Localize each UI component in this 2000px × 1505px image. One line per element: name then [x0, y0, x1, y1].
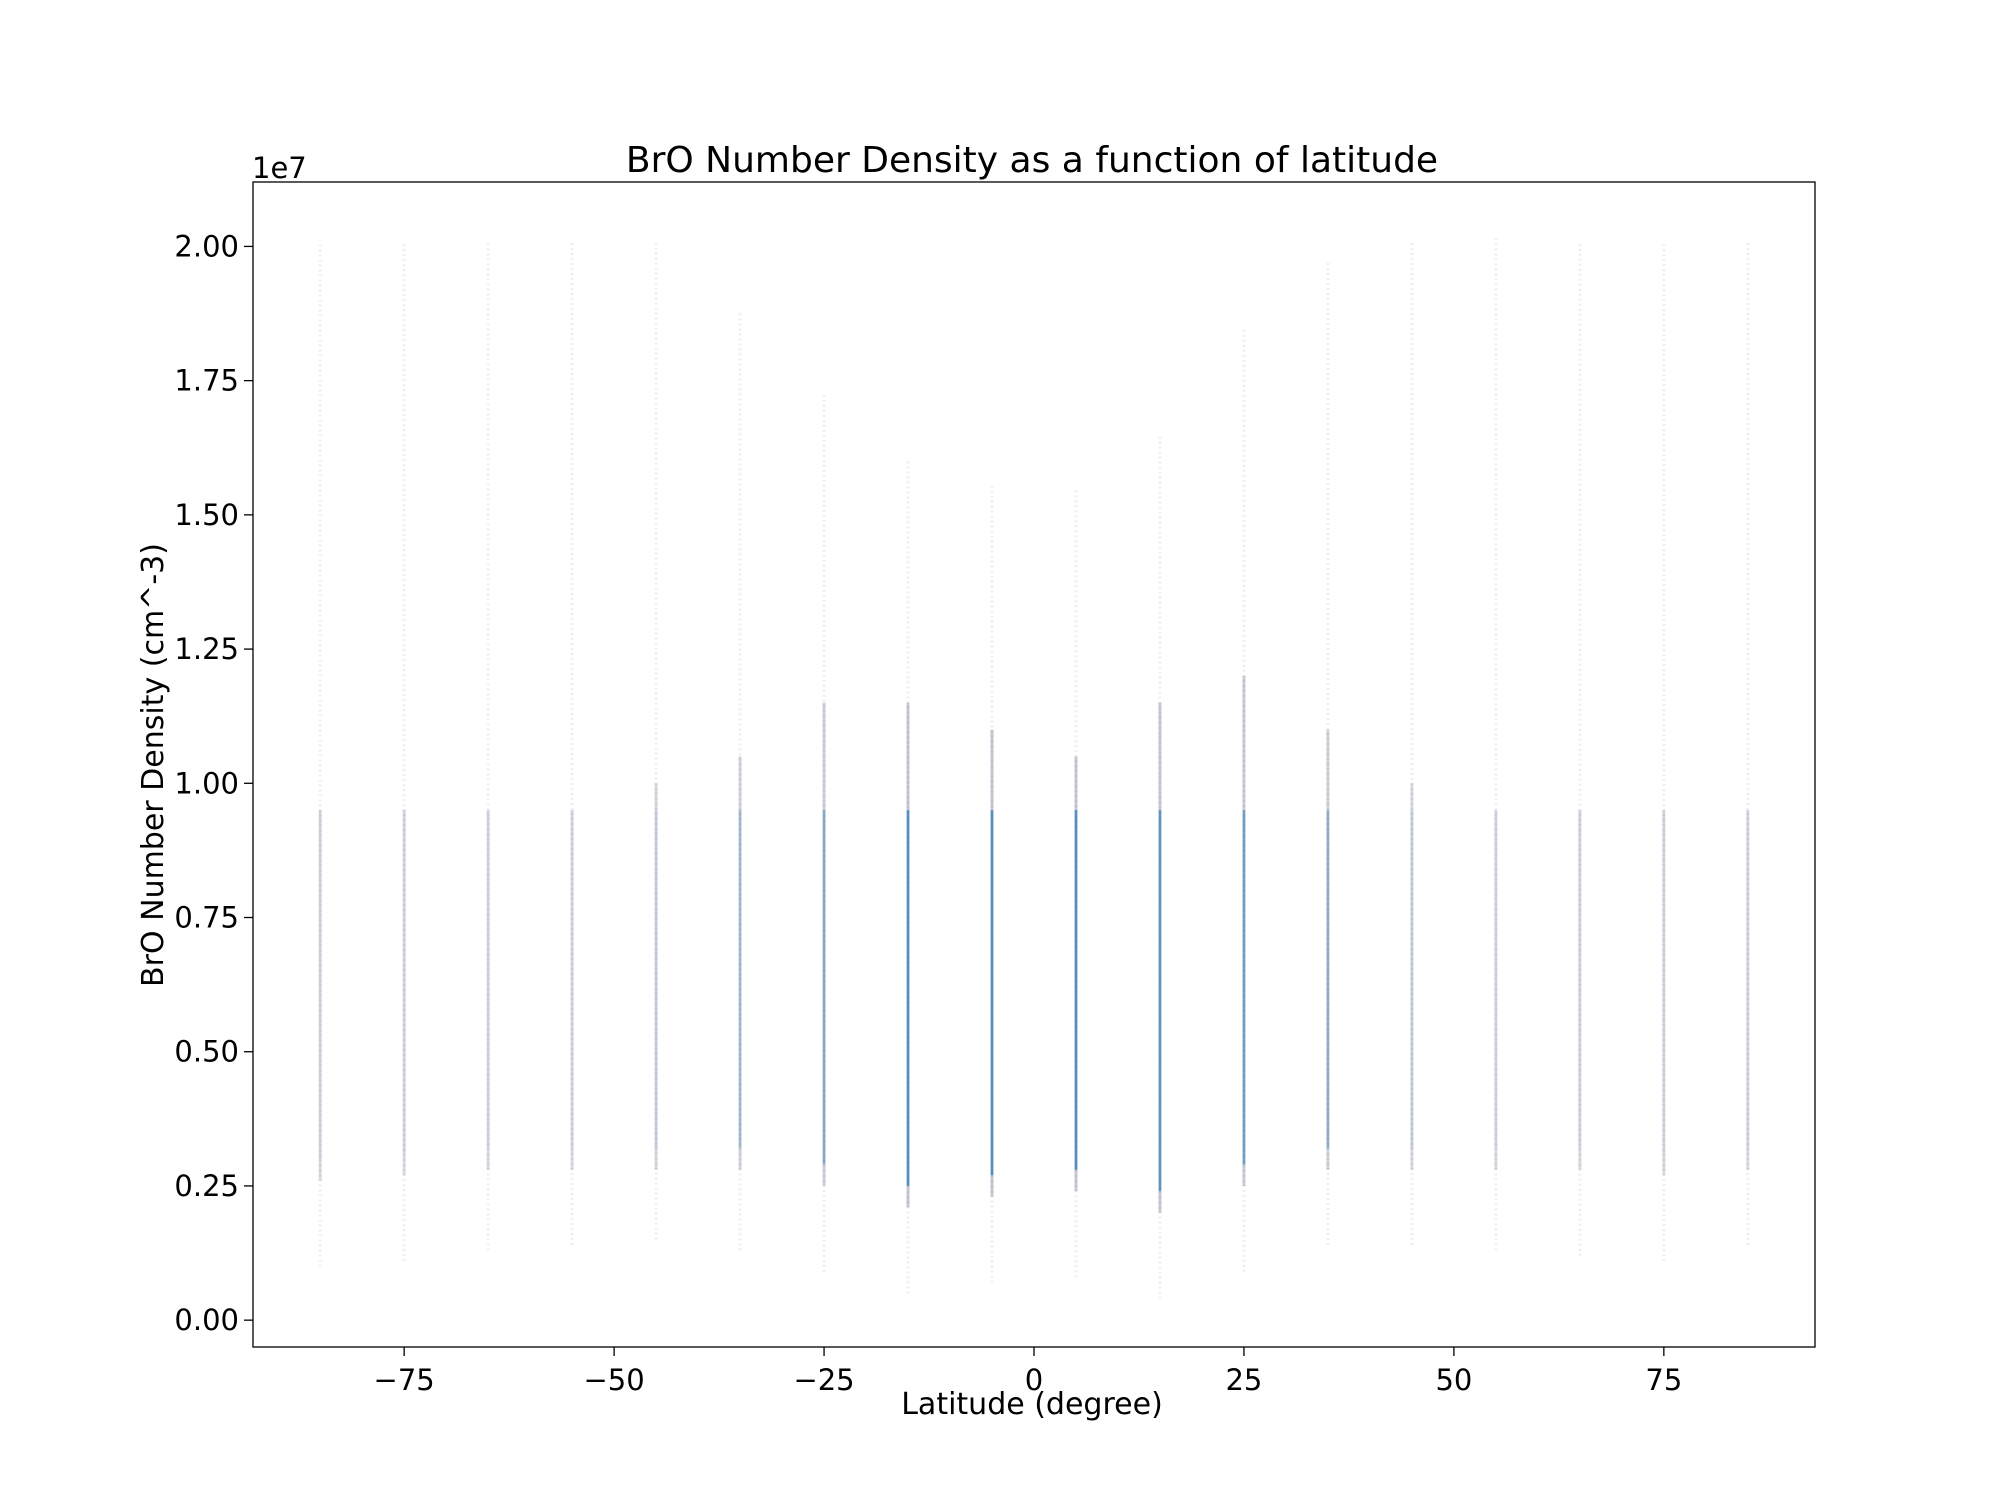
- y-tick-label: 0.50: [174, 1035, 239, 1069]
- y-tick-label: 1.25: [174, 632, 239, 666]
- y-axis-offset-text: 1e7: [252, 151, 307, 185]
- x-axis-ticks: −75 −50 −25 0 25 50 75: [374, 1347, 1682, 1397]
- x-tick-label: −75: [374, 1363, 435, 1397]
- y-tick-label: 0.25: [174, 1169, 239, 1203]
- x-tick-label: 0: [1025, 1363, 1043, 1397]
- y-tick-label: 1.00: [174, 766, 239, 800]
- y-tick-label: 1.50: [174, 498, 239, 532]
- y-tick-label: 2.00: [174, 229, 239, 263]
- data-points: [318, 235, 1750, 1299]
- x-axis-label: Latitude (degree): [901, 1387, 1163, 1422]
- y-tick-label: 0.75: [174, 901, 239, 935]
- x-tick-label: −25: [793, 1363, 854, 1397]
- y-axis-ticks: 0.00 0.25 0.50 0.75 1.00 1.25 1.50 1.75 2.00: [174, 229, 253, 1337]
- x-tick-label: 75: [1645, 1363, 1682, 1397]
- chart-title: BrO Number Density as a function of lati…: [626, 140, 1438, 181]
- y-tick-label: 0.00: [174, 1303, 239, 1337]
- x-tick-label: −50: [584, 1363, 645, 1397]
- x-tick-label: 25: [1225, 1363, 1262, 1397]
- x-tick-label: 50: [1435, 1363, 1472, 1397]
- y-axis-label: BrO Number Density (cm^-3): [136, 543, 171, 987]
- y-tick-label: 1.75: [174, 364, 239, 398]
